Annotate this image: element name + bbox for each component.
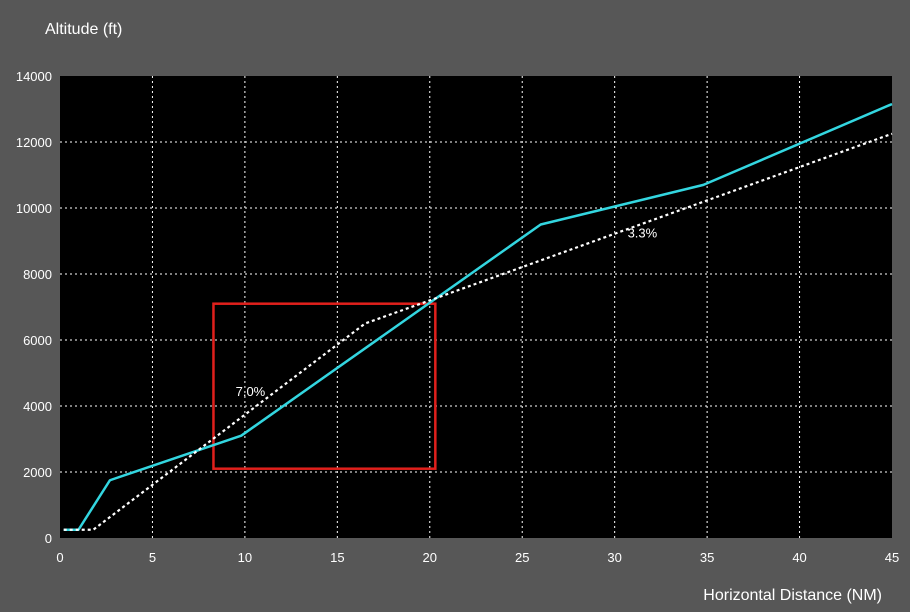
y-tick-label: 14000 — [16, 69, 52, 84]
annotation-layer: 7.0% 3.3% — [236, 226, 658, 399]
highlight-layer — [212, 302, 437, 470]
x-tick-label: 25 — [515, 550, 529, 565]
x-tick-label: 5 — [149, 550, 156, 565]
y-tick-label: 4000 — [23, 399, 52, 414]
y-tick-label: 8000 — [23, 267, 52, 282]
x-tick-label: 0 — [56, 550, 63, 565]
x-tick-label: 30 — [607, 550, 621, 565]
y-tick-labels: 0 2000 4000 6000 8000 10000 12000 14000 — [16, 69, 52, 546]
y-axis-title: Altitude (ft) — [45, 21, 122, 38]
y-tick-label: 6000 — [23, 333, 52, 348]
x-tick-label: 35 — [700, 550, 714, 565]
x-tick-label: 45 — [885, 550, 899, 565]
x-tick-labels: 0 5 10 15 20 25 30 35 40 45 — [56, 550, 899, 565]
x-tick-label: 40 — [792, 550, 806, 565]
y-tick-label: 12000 — [16, 135, 52, 150]
y-tick-label: 10000 — [16, 201, 52, 216]
y-tick-label: 2000 — [23, 465, 52, 480]
series-layer — [63, 102, 893, 531]
highlight-box — [212, 302, 437, 470]
series-line-dotted — [63, 132, 893, 531]
slope-annotation: 7.0% — [236, 384, 266, 399]
plot-area — [60, 76, 892, 538]
slope-annotation: 3.3% — [628, 226, 658, 241]
x-tick-label: 15 — [330, 550, 344, 565]
x-tick-label: 20 — [423, 550, 437, 565]
x-axis-title: Horizontal Distance (NM) — [703, 587, 882, 604]
y-tick-label: 0 — [45, 531, 52, 546]
x-tick-label: 10 — [238, 550, 252, 565]
grid — [60, 76, 892, 538]
